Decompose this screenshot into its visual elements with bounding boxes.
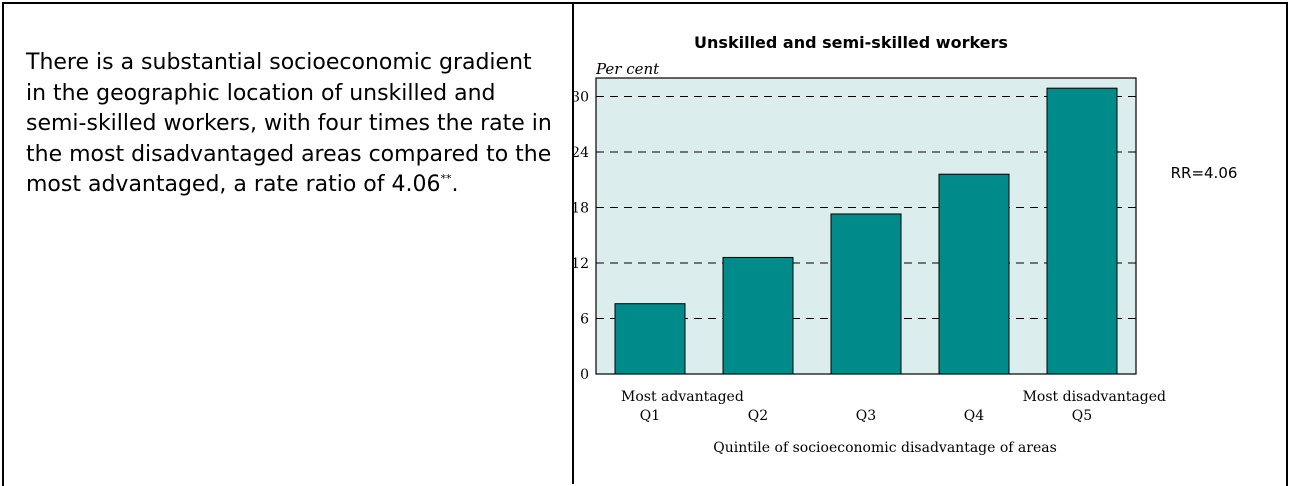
y-tick-label: 0 (580, 367, 589, 383)
chart-title: Unskilled and semi-skilled workers (694, 33, 1008, 52)
x-tick-label: Q3 (856, 408, 876, 424)
y-tick-label: 30 (574, 90, 589, 106)
bars (614, 87, 1118, 375)
x-tick-label: Q1 (640, 408, 660, 424)
bar-q1 (614, 303, 686, 375)
description-body: There is a substantial socioeconomic gra… (26, 50, 552, 197)
x-axis-categories: Q1 Q2 Q3 Q4 Q5 (640, 408, 1092, 424)
end-label-left: Most advantaged (621, 389, 744, 405)
rate-ratio-annotation: RR=4.06 (1171, 164, 1238, 182)
bar-q2 (722, 256, 794, 375)
x-tick-label: Q4 (964, 408, 984, 424)
y-tick-label: 18 (574, 201, 589, 217)
bar-q5 (1046, 87, 1118, 375)
bar-q3 (830, 213, 902, 375)
x-tick-label: Q5 (1072, 408, 1092, 424)
bar-q4 (938, 173, 1010, 375)
description-text: There is a substantial socioeconomic gra… (26, 48, 556, 201)
plot-border (595, 77, 1137, 375)
end-label-right: Most disadvantaged (1023, 389, 1166, 405)
footnote-mark: ** (440, 172, 452, 185)
x-axis-label: Quintile of socioeconomic disadvantage o… (713, 440, 1057, 456)
y-tick-label: 12 (574, 256, 589, 272)
x-tick-label: Q2 (748, 408, 768, 424)
y-tick-label: 6 (580, 312, 589, 328)
description-end: . (451, 172, 459, 197)
y-axis-ticks: 0 6 12 18 24 30 (574, 90, 589, 384)
panel-divider (572, 2, 574, 484)
y-axis-label: Per cent (595, 60, 660, 78)
y-tick-label: 24 (574, 145, 589, 161)
bar-chart: Unskilled and semi-skilled workers Per c… (574, 33, 1238, 456)
